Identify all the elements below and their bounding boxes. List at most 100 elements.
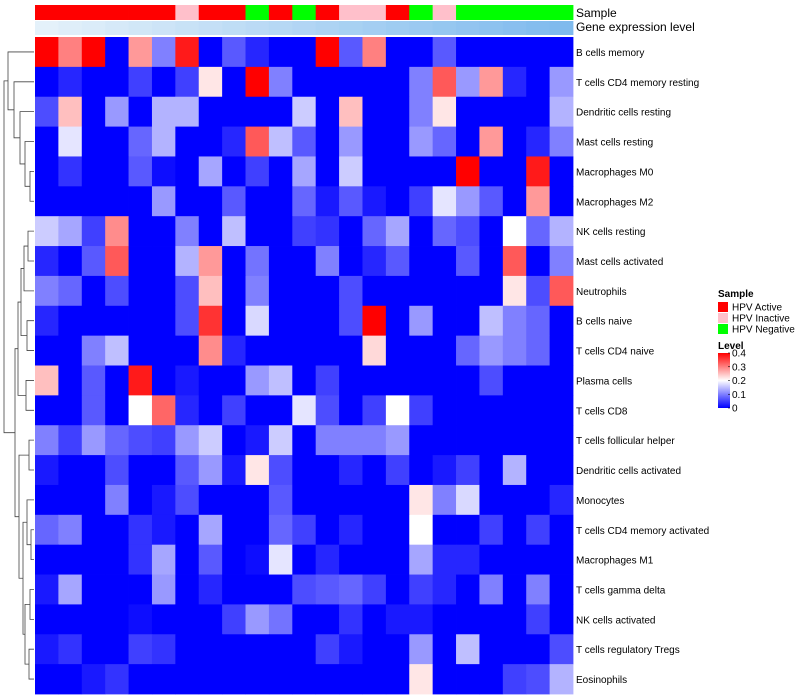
heatmap-cell	[502, 425, 527, 456]
heatmap-cell	[456, 455, 480, 486]
heatmap-cell	[128, 156, 153, 187]
heatmap-cell	[339, 156, 363, 187]
row-label: Eosinophils	[576, 675, 627, 686]
sample-annotation-cell	[479, 5, 504, 20]
heatmap-cell	[456, 484, 480, 516]
heatmap-cell	[292, 156, 317, 187]
heatmap-cell	[268, 126, 293, 157]
sample-annotation-cell	[549, 5, 574, 20]
heatmap-cell	[81, 664, 106, 695]
heatmap-cell	[35, 395, 59, 426]
heatmap-cell	[479, 186, 504, 217]
heatmap-cell	[409, 126, 434, 157]
heatmap-cell	[456, 186, 480, 217]
heatmap-cell	[198, 634, 223, 665]
dendrogram-branch	[17, 301, 26, 396]
heatmap-cell	[105, 604, 129, 635]
heatmap-cell	[198, 604, 223, 635]
heatmap-cell	[81, 37, 106, 68]
heatmap-cell	[151, 156, 176, 187]
heatmap-cell	[362, 455, 387, 486]
heatmap-cell	[385, 335, 410, 366]
heatmap-cell	[198, 305, 223, 337]
dendrogram-branch	[30, 529, 34, 561]
heatmap-cell	[128, 335, 153, 366]
heatmap-cell	[432, 126, 457, 157]
heatmap-cell	[35, 126, 59, 157]
sample-annotation-cell	[385, 5, 410, 20]
heatmap-cell	[479, 395, 504, 426]
heatmap-cell	[315, 365, 340, 396]
sample-annotation-cell	[315, 5, 340, 20]
heatmap-cell	[105, 395, 129, 426]
row-label: Macrophages M2	[576, 197, 654, 208]
heatmap-cell	[81, 96, 106, 127]
heatmap-cell	[385, 544, 410, 575]
heatmap-cell	[81, 365, 106, 396]
heatmap-cell	[339, 634, 363, 665]
heatmap-cell	[526, 604, 551, 635]
heatmap-cell	[58, 484, 83, 516]
heatmap-cell	[456, 126, 480, 157]
heatmap-cell	[151, 66, 176, 98]
heatmap-cell	[502, 634, 527, 665]
heatmap-cell	[385, 664, 410, 695]
heatmap-cell	[175, 186, 200, 217]
sample-annotation-cell	[222, 5, 246, 20]
heatmap-cell	[81, 514, 106, 546]
heatmap-cell	[432, 664, 457, 695]
heatmap-cell	[222, 186, 246, 217]
heatmap-cell	[385, 96, 410, 127]
heatmap-cell	[151, 126, 176, 157]
heatmap-cell	[502, 216, 527, 247]
heatmap-cell	[502, 246, 527, 277]
heatmap-cell	[198, 484, 223, 516]
heatmap-cell	[292, 365, 317, 396]
heatmap-cell	[151, 275, 176, 307]
heatmap-cell	[456, 664, 480, 695]
heatmap-cell	[292, 664, 317, 695]
heatmap-cell	[175, 455, 200, 486]
heatmap-cell	[222, 634, 246, 665]
heatmap-cell	[409, 186, 434, 217]
heatmap-cell	[362, 96, 387, 127]
heatmap-cell	[526, 275, 551, 307]
heatmap-cell	[198, 544, 223, 575]
heatmap-cell	[549, 305, 574, 337]
heatmap-cell	[549, 126, 574, 157]
heatmap-cell	[456, 37, 480, 68]
heatmap-cell	[128, 395, 153, 426]
heatmap-cell	[362, 246, 387, 277]
heatmap-cell	[502, 365, 527, 396]
heatmap-cell	[222, 664, 246, 695]
sample-annotation-cell	[362, 5, 387, 20]
heatmap-cell	[549, 425, 574, 456]
heatmap-cell	[292, 186, 317, 217]
heatmap-cell	[432, 96, 457, 127]
heatmap-cell	[81, 425, 106, 456]
heatmap-cell	[549, 246, 574, 277]
heatmap-cell	[105, 305, 129, 337]
gene-expression-cell	[245, 21, 270, 35]
dendrogram-branch	[19, 111, 34, 165]
heatmap-cell	[526, 126, 551, 157]
heatmap-cell	[339, 37, 363, 68]
heatmap-cell	[339, 604, 363, 635]
heatmap-cell	[292, 246, 317, 277]
heatmap-cell	[268, 246, 293, 277]
heatmap-cell	[409, 275, 434, 307]
heatmap-cell	[198, 395, 223, 426]
heatmap-cell	[315, 126, 340, 157]
heatmap-cell	[105, 514, 129, 546]
heatmap-cell	[151, 514, 176, 546]
heatmap-cell	[268, 484, 293, 516]
heatmap-cell	[362, 216, 387, 247]
heatmap-cell	[222, 455, 246, 486]
heatmap-cell	[35, 484, 59, 516]
heatmap-cell	[268, 335, 293, 366]
heatmap-cell	[105, 186, 129, 217]
heatmap-cell	[105, 216, 129, 247]
heatmap-cell	[175, 156, 200, 187]
heatmap-cell	[268, 156, 293, 187]
heatmap-cell	[105, 37, 129, 68]
